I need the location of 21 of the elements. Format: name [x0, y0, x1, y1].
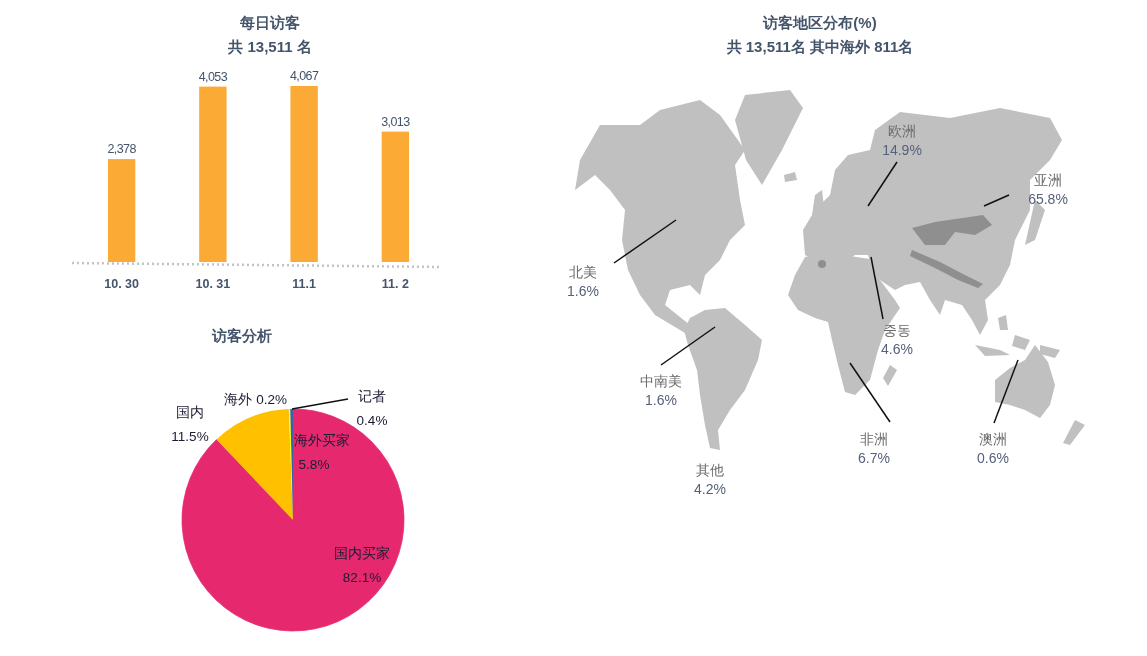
annotation: 亚洲 [1034, 172, 1062, 188]
annotation: 1.6% [567, 283, 599, 299]
subtitle: 共 13,511 名 [228, 37, 312, 55]
annotation: 6.7% [858, 450, 890, 466]
annotation: 1.6% [645, 392, 677, 408]
annotation: 北美 [569, 264, 597, 280]
annotation: 欧洲 [888, 123, 916, 139]
annotation: 4.6% [881, 341, 913, 357]
annotation: 中南美 [640, 373, 682, 389]
title: 访客分析 [212, 326, 272, 344]
annotation: 중동 [883, 322, 911, 338]
title: 每日访客 [240, 13, 300, 31]
annotation: 非洲 [860, 431, 888, 447]
annotation: 14.9% [882, 142, 922, 158]
subtitle: 共 13,511名 其中海外 811名 [726, 37, 914, 55]
title: 访客地区分布(%) [763, 13, 877, 31]
annotation: 0.6% [977, 450, 1009, 466]
annotation: 澳洲 [979, 431, 1007, 447]
annotation: 4.2% [694, 481, 726, 497]
annotation: 65.8% [1028, 191, 1068, 207]
annotation: 其他 [696, 462, 724, 478]
